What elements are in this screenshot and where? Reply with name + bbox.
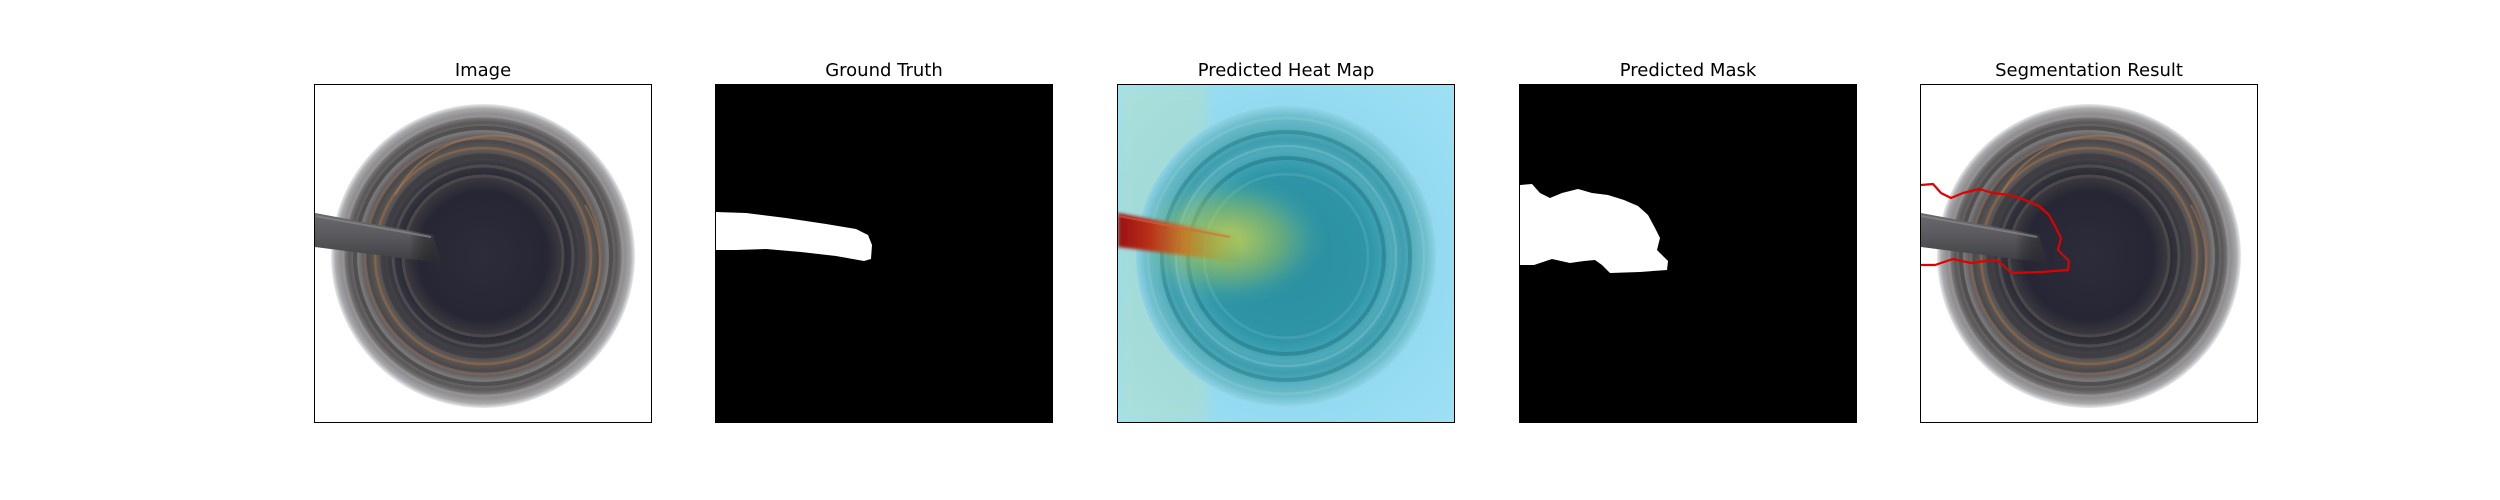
original-image [314, 84, 652, 423]
panel-ground-truth: Ground Truth [715, 0, 1053, 500]
heat-map [1117, 84, 1455, 423]
panel-title: Predicted Heat Map [1197, 60, 1375, 81]
panel-predicted-mask: Predicted Mask [1519, 0, 1857, 500]
predicted-mask [1519, 84, 1857, 423]
predicted-region [1520, 184, 1668, 273]
panel-title: Predicted Mask [1619, 60, 1757, 81]
segmentation-contour [1921, 182, 2071, 275]
segmentation-result [1920, 84, 2258, 423]
panel-image: Image [314, 0, 652, 500]
panel-title: Ground Truth [825, 60, 943, 81]
panel-title: Segmentation Result [1995, 60, 2183, 81]
ground-truth-region [716, 212, 872, 261]
panel-segmentation-result: Segmentation Result [1920, 0, 2258, 500]
panel-title: Image [454, 60, 512, 81]
panel-heat-map: Predicted Heat Map [1117, 0, 1455, 500]
ground-truth-mask [715, 84, 1053, 423]
